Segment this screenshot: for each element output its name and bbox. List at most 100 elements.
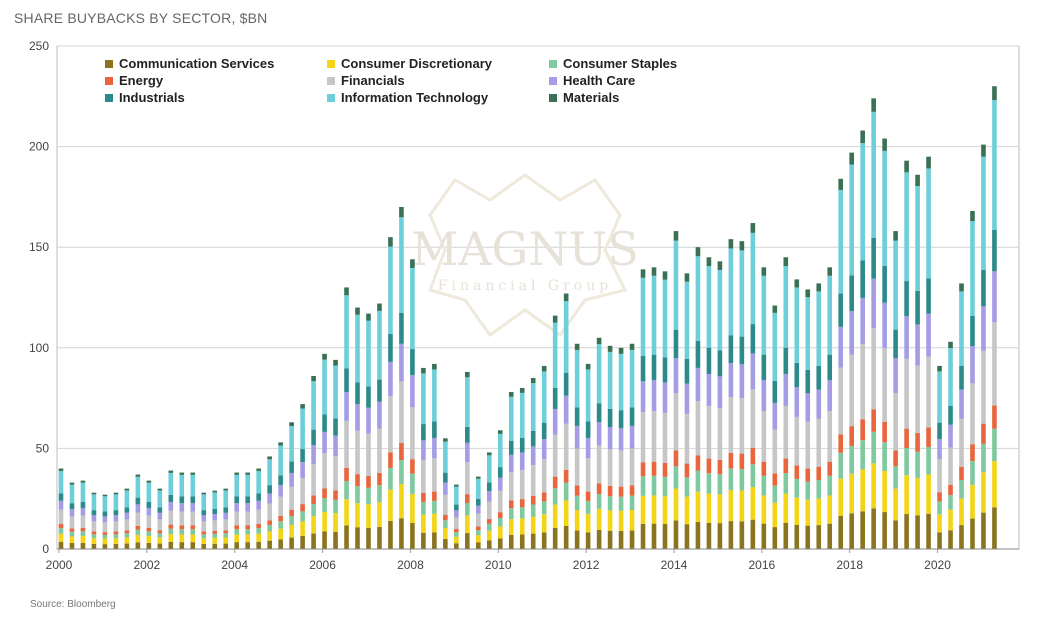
bar-segment	[497, 538, 503, 549]
bar-segment	[168, 472, 174, 495]
bar-segment	[552, 434, 558, 477]
bar-segment	[772, 485, 778, 503]
bar-segment	[344, 287, 349, 296]
x-tick-label: 2004	[221, 558, 248, 572]
bar-segment	[816, 283, 822, 292]
bar-segment	[629, 510, 635, 531]
bar-segment	[421, 460, 426, 493]
bar-segment	[234, 511, 240, 526]
bar-segment	[640, 462, 646, 477]
bar-segment	[761, 354, 767, 380]
bar-segment	[278, 515, 283, 522]
bar-segment	[366, 407, 371, 434]
bar-segment	[443, 514, 448, 521]
bar-segment	[750, 223, 756, 233]
bar-segment	[157, 530, 163, 534]
bar-segment	[541, 514, 547, 533]
bar-segment	[355, 527, 360, 549]
bar-segment	[432, 513, 437, 533]
bar-segment	[486, 540, 492, 549]
bar-segment	[300, 449, 305, 463]
bar-segment	[640, 476, 646, 496]
bar-segment	[179, 511, 185, 526]
bar-segment	[344, 480, 349, 500]
bar-segment	[684, 281, 690, 359]
bar-segment	[838, 452, 844, 479]
x-tick-label: 2000	[46, 558, 73, 572]
bar-stack	[91, 492, 97, 549]
bar-stack	[69, 482, 75, 549]
bar-segment	[805, 421, 811, 469]
bar-segment	[497, 512, 503, 519]
bar-stack	[871, 98, 876, 549]
bar-segment	[992, 405, 997, 429]
bar-segment	[926, 168, 931, 279]
bar-segment	[443, 527, 448, 540]
bar-segment	[91, 510, 97, 516]
bar-segment	[607, 510, 613, 531]
bar-segment	[135, 529, 141, 535]
bar-segment	[750, 324, 756, 354]
legend-swatch	[105, 77, 113, 85]
bar-segment	[893, 240, 898, 330]
bar-segment	[904, 448, 909, 476]
bar-segment	[651, 523, 657, 549]
bar-segment	[750, 464, 756, 488]
bar-segment	[673, 488, 679, 521]
bar-segment	[717, 376, 723, 409]
bar-segment	[223, 533, 229, 538]
bar-segment	[508, 396, 514, 441]
bar-segment	[860, 297, 865, 344]
bar-segment	[893, 358, 898, 394]
bar-segment	[838, 178, 844, 190]
bar-segment	[618, 353, 624, 411]
bar-segment	[684, 477, 690, 497]
bar-segment	[179, 534, 185, 543]
bar-segment	[585, 363, 591, 370]
bar-segment	[816, 498, 822, 526]
bar-segment	[596, 403, 602, 423]
bar-segment	[190, 472, 196, 475]
bar-segment	[146, 536, 152, 543]
bar-segment	[948, 341, 953, 348]
bar-segment	[399, 381, 404, 443]
bar-segment	[157, 533, 163, 538]
bar-segment	[300, 408, 305, 450]
bar-segment	[827, 267, 833, 276]
bar-segment	[212, 508, 218, 514]
bar-segment	[355, 404, 360, 431]
bar-segment	[618, 496, 624, 511]
bar-segment	[355, 486, 360, 504]
legend-label: Consumer Discretionary	[341, 56, 493, 71]
bar-segment	[871, 111, 876, 239]
bar-segment	[113, 531, 119, 535]
bar-segment	[717, 350, 723, 377]
bar-segment	[915, 451, 920, 478]
bar-segment	[607, 351, 613, 409]
bar-segment	[91, 531, 97, 535]
bar-segment	[267, 520, 272, 525]
bar-segment	[761, 495, 767, 524]
bar-segment	[190, 534, 196, 543]
bar-segment	[69, 543, 75, 549]
bar-segment	[223, 488, 229, 491]
bar-segment	[102, 496, 108, 512]
bar-segment	[102, 522, 108, 533]
legend-label: Industrials	[119, 90, 185, 105]
bar-segment	[135, 476, 141, 498]
bar-segment	[168, 494, 174, 502]
bar-segment	[827, 495, 833, 524]
bar-segment	[904, 358, 909, 429]
bar-segment	[344, 295, 349, 369]
bar-segment	[58, 528, 64, 534]
bar-segment	[333, 365, 338, 419]
bar-segment	[245, 472, 250, 475]
bar-segment	[596, 337, 602, 345]
bar-segment	[959, 466, 964, 480]
bar-segment	[190, 525, 196, 530]
bar-segment	[212, 543, 218, 549]
bar-segment	[574, 530, 580, 549]
x-tick-label: 2018	[836, 558, 863, 572]
bar-segment	[695, 256, 701, 341]
bar-segment	[541, 422, 547, 440]
